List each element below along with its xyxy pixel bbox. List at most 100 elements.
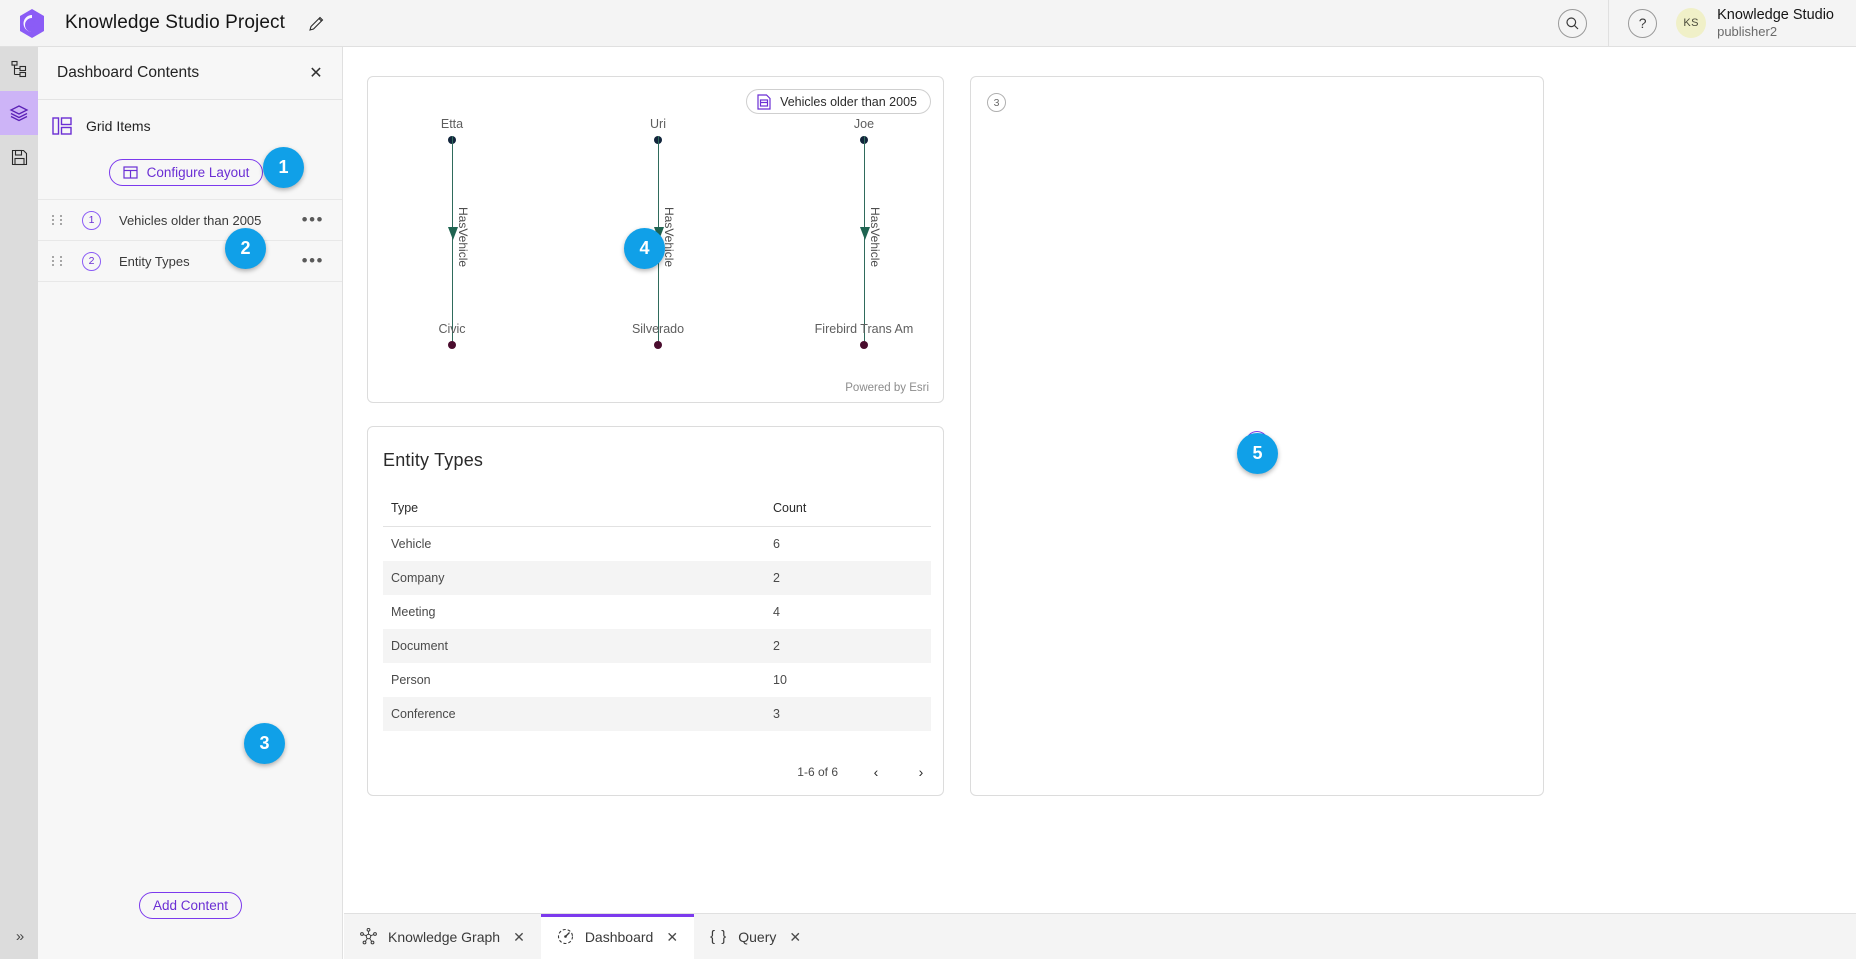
node-dot-vehicle[interactable] — [654, 341, 662, 349]
close-icon[interactable]: ✕ — [309, 65, 323, 82]
esri-knowledge-logo-icon[interactable] — [17, 7, 47, 40]
dashboard-gauge-icon — [557, 928, 573, 945]
graph-edge-label-3: HasVehicle — [868, 207, 882, 268]
node-label: Uri — [650, 117, 666, 131]
callout-badge-2: 2 — [225, 228, 266, 269]
close-icon[interactable]: ✕ — [666, 928, 679, 945]
divider — [38, 281, 342, 282]
tab-bar: Knowledge Graph ✕ Dashboard ✕ { } Query … — [344, 913, 1856, 959]
tab-query[interactable]: { } Query ✕ — [694, 914, 817, 959]
close-icon[interactable]: ✕ — [789, 928, 802, 945]
cell-type: Conference — [391, 707, 456, 721]
tab-label: Query — [738, 928, 777, 945]
column-header-count[interactable]: Count — [771, 501, 931, 527]
table-row[interactable]: Company 2 — [383, 561, 931, 595]
tab-knowledge-graph[interactable]: Knowledge Graph ✕ — [344, 914, 541, 959]
dashboard-canvas: Vehicles older than 2005 Etta HasVehicle… — [344, 47, 1856, 913]
graph-node-target-1[interactable]: Civic — [372, 322, 532, 349]
help-question-icon[interactable]: ? — [1628, 8, 1658, 38]
close-icon[interactable]: ✕ — [513, 928, 525, 945]
node-label: Silverado — [631, 322, 685, 336]
table-row[interactable]: Document 2 — [383, 629, 931, 663]
search-icon[interactable] — [1558, 8, 1588, 38]
node-label: Joe — [853, 117, 875, 131]
overflow-menu-icon[interactable]: ••• — [301, 251, 324, 270]
knowledge-graph-icon — [360, 928, 377, 945]
table-row[interactable]: Meeting 4 — [383, 595, 931, 629]
document-query-icon — [757, 93, 771, 110]
table-pagination: 1-6 of 6 ‹ › — [797, 763, 928, 781]
overflow-menu-icon[interactable]: ••• — [301, 210, 324, 229]
user-handle: publisher2 — [1717, 23, 1778, 39]
table-header-row: Type Count — [383, 501, 931, 527]
table-row[interactable]: Person 10 — [383, 663, 931, 697]
cell-count: 10 — [773, 673, 787, 687]
graph-edge-label-2: HasVehicle — [662, 207, 676, 268]
powered-by-attribution: Powered by Esri — [845, 382, 929, 394]
sidebar-item-layers[interactable] — [0, 91, 38, 135]
cell-count: 2 — [773, 639, 780, 653]
braces-query-icon: { } — [710, 928, 728, 945]
graph-node-target-2[interactable]: Silverado — [578, 322, 738, 349]
add-content-button[interactable]: Add Content — [138, 892, 243, 919]
top-bar-actions: ? KS Knowledge Studio publisher2 — [1558, 0, 1856, 46]
item-index: 1 — [82, 210, 101, 230]
save-disk-icon — [11, 149, 27, 165]
node-dot-vehicle[interactable] — [448, 341, 456, 349]
node-label: Etta — [440, 117, 464, 131]
grid-item-label: Vehicles older than 2005 — [119, 212, 262, 228]
graph-edge-label-1: HasVehicle — [456, 207, 470, 268]
column-header-type[interactable]: Type — [383, 501, 771, 527]
grid-item-row-2[interactable]: 2 Entity Types ••• — [38, 240, 342, 281]
grid-items-header: Grid Items — [38, 100, 342, 152]
layout-grid-icon — [122, 166, 138, 179]
user-name: Knowledge Studio — [1717, 6, 1834, 23]
page-range-label: 1-6 of 6 — [797, 765, 838, 779]
cell-type: Person — [391, 673, 431, 687]
cell-type: Company — [391, 571, 445, 585]
cell-type: Meeting — [391, 605, 436, 619]
tab-label: Dashboard — [584, 928, 654, 945]
page-title: Knowledge Studio Project — [65, 12, 285, 33]
configure-layout-button[interactable]: Configure Layout — [108, 159, 264, 186]
grid-item-label: Entity Types — [119, 253, 190, 269]
grid-items-label: Grid Items — [86, 118, 151, 134]
divider — [1608, 0, 1610, 46]
configure-layout-label: Configure Layout — [146, 165, 250, 180]
cell-count: 6 — [773, 537, 780, 551]
sitemap-icon — [11, 60, 27, 78]
sidebar-item-sitemap[interactable] — [0, 47, 38, 91]
item-index: 2 — [82, 251, 101, 271]
icon-rail: » — [0, 47, 38, 959]
pencil-icon[interactable] — [307, 13, 327, 33]
callout-badge-1: 1 — [263, 147, 304, 188]
next-page-icon[interactable]: › — [918, 764, 924, 780]
drag-handle[interactable] — [52, 254, 64, 268]
dashboard-contents-panel: Dashboard Contents ✕ Grid Items Configur… — [38, 47, 343, 959]
cell-type: Vehicle — [391, 537, 432, 551]
avatar[interactable]: KS — [1676, 8, 1707, 38]
top-bar: Knowledge Studio Project ? KS Knowledge … — [0, 0, 1856, 47]
table-row[interactable]: Vehicle 6 — [383, 527, 931, 562]
sidebar-item-save[interactable] — [0, 135, 38, 179]
prev-page-icon[interactable]: ‹ — [873, 764, 879, 780]
table-row[interactable]: Conference 3 — [383, 697, 931, 731]
cell-count: 4 — [773, 605, 780, 619]
graph-edge-arrow-1 — [448, 227, 458, 240]
graph-source-badge[interactable]: Vehicles older than 2005 — [746, 89, 931, 114]
sidebar-title: Dashboard Contents — [57, 64, 200, 81]
graph-source-label: Vehicles older than 2005 — [780, 94, 917, 109]
graph-card: Vehicles older than 2005 Etta HasVehicle… — [367, 76, 944, 403]
drag-handle[interactable] — [52, 213, 64, 227]
tab-label: Knowledge Graph — [388, 928, 501, 945]
tab-dashboard[interactable]: Dashboard ✕ — [540, 914, 695, 959]
node-label: Firebird Trans Am — [814, 322, 914, 336]
chevron-double-right-icon[interactable]: » — [15, 927, 24, 945]
cell-count: 3 — [773, 707, 780, 721]
graph-node-target-3[interactable]: Firebird Trans Am — [784, 322, 944, 349]
callout-badge-4: 4 — [624, 228, 665, 269]
callout-badge-5: 5 — [1237, 433, 1278, 474]
node-dot-vehicle[interactable] — [860, 341, 868, 349]
grid-item-row-1[interactable]: 1 Vehicles older than 2005 ••• — [38, 199, 342, 240]
layers-icon — [9, 105, 29, 122]
